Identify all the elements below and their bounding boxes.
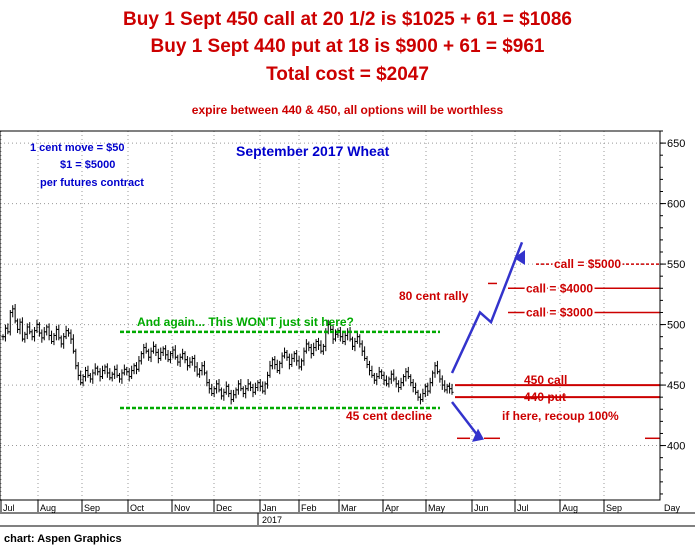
x-tick-label: Mar <box>341 503 357 513</box>
note-per-contract: per futures contract <box>40 177 144 189</box>
decline-arrow-head <box>472 428 484 442</box>
x-tick-label: Jul <box>517 503 529 513</box>
x-tick-label: Jul <box>3 503 15 513</box>
rally-arrow-head <box>514 250 525 265</box>
note-cent-move: 1 cent move = $50 <box>30 142 124 154</box>
price-bars <box>1 304 454 405</box>
headline-expiry-note: expire between 440 & 450, all options wi… <box>191 103 504 117</box>
year-label: 2017 <box>262 515 282 525</box>
x-tick-label: Aug <box>562 503 578 513</box>
rally-label: 80 cent rally <box>399 289 469 303</box>
range-note: And again... This WON'T just sit here? <box>137 315 354 329</box>
y-tick-label: 650 <box>667 138 685 150</box>
axis-layer: 650 600 550 500 450 400 Jul Aug Sep Oct Nov Dec Jan F… <box>0 130 695 527</box>
rally-arrow-path <box>450 241 524 374</box>
y-tick-label: 500 <box>667 320 685 332</box>
x-tick-label: Oct <box>130 503 145 513</box>
x-tick-label: Apr <box>385 503 399 513</box>
recoup-label: if here, recoup 100% <box>502 409 619 423</box>
headline-call-cost: Buy 1 Sept 450 call at 20 1/2 is $1025 +… <box>123 9 572 30</box>
chart-credit: chart: Aspen Graphics <box>4 533 122 545</box>
strike-label-call: 450 call <box>524 373 567 387</box>
call-level-label: call = $4000 <box>526 281 593 295</box>
y-tick-label: 600 <box>667 199 685 211</box>
y-tick-label: 450 <box>667 380 685 392</box>
y-tick-label: 550 <box>667 259 685 271</box>
headline-total-cost: Total cost = $2047 <box>266 64 429 85</box>
x-tick-label: Sep <box>606 503 622 513</box>
headline-put-cost: Buy 1 Sept 440 put at 18 is $900 + 61 = … <box>150 36 545 57</box>
decline-arrow-path <box>451 401 479 437</box>
grid-layer <box>0 131 660 500</box>
annotation-layer: 450 call 440 put call = $5000 call = $4000 c… <box>30 142 660 442</box>
plot-frame <box>0 130 661 501</box>
x-tick-label: Jan <box>262 503 277 513</box>
note-dollar-move: $1 = $5000 <box>60 159 115 171</box>
chart-title: September 2017 Wheat <box>236 143 390 159</box>
call-level-label: call = $5000 <box>554 257 621 271</box>
x-tick-label: Sep <box>84 503 100 513</box>
x-tick-label: Nov <box>174 503 191 513</box>
call-level-label: call = $3000 <box>526 305 593 319</box>
strike-label-put: 440 put <box>524 390 566 404</box>
x-tick-label: Day <box>664 503 681 513</box>
x-tick-label: Aug <box>40 503 56 513</box>
y-tick-label: 400 <box>667 441 685 453</box>
x-tick-label: Feb <box>301 503 317 513</box>
x-tick-label: May <box>428 503 446 513</box>
x-tick-label: Dec <box>216 503 233 513</box>
x-tick-label: Jun <box>474 503 489 513</box>
decline-label: 45 cent decline <box>346 409 432 423</box>
